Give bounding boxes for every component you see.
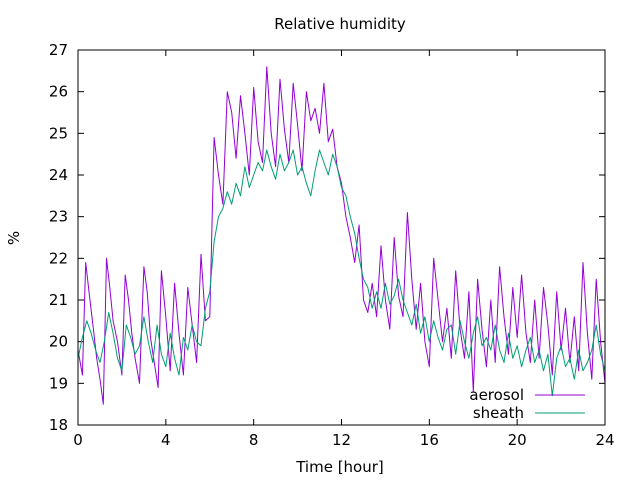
y-tick-label: 18 bbox=[49, 416, 68, 434]
x-tick-label: 24 bbox=[595, 431, 614, 449]
x-tick-label: 0 bbox=[73, 431, 83, 449]
y-tick-label: 26 bbox=[49, 83, 68, 101]
series-line-sheath bbox=[77, 149, 606, 397]
y-tick-label: 21 bbox=[49, 291, 68, 309]
x-tick-label: 4 bbox=[161, 431, 171, 449]
axis-ticks: 0 4 8 12 16 20 24 18 19 20 21 22 23 24 25 26 27 bbox=[49, 41, 615, 449]
y-axis-label: % bbox=[5, 231, 23, 245]
y-tick-label: 19 bbox=[49, 374, 68, 392]
series-layer bbox=[77, 66, 606, 405]
y-tick-label: 25 bbox=[49, 124, 68, 142]
y-tick-label: 24 bbox=[49, 166, 68, 184]
legend-label-aerosol: aerosol bbox=[469, 386, 524, 404]
x-tick-label: 8 bbox=[249, 431, 259, 449]
x-tick-label: 20 bbox=[508, 431, 527, 449]
x-axis-label: Time [hour] bbox=[295, 458, 384, 476]
plot-frame bbox=[77, 49, 606, 426]
x-tick-label: 12 bbox=[332, 431, 351, 449]
series-line-aerosol bbox=[77, 66, 606, 405]
y-tick-label: 22 bbox=[49, 249, 68, 267]
y-tick-label: 23 bbox=[49, 208, 68, 226]
y-tick-label: 27 bbox=[49, 41, 68, 59]
y-tick-label: 20 bbox=[49, 333, 68, 351]
legend-label-sheath: sheath bbox=[473, 404, 524, 422]
chart-title: Relative humidity bbox=[274, 15, 406, 33]
x-tick-label: 16 bbox=[420, 431, 439, 449]
